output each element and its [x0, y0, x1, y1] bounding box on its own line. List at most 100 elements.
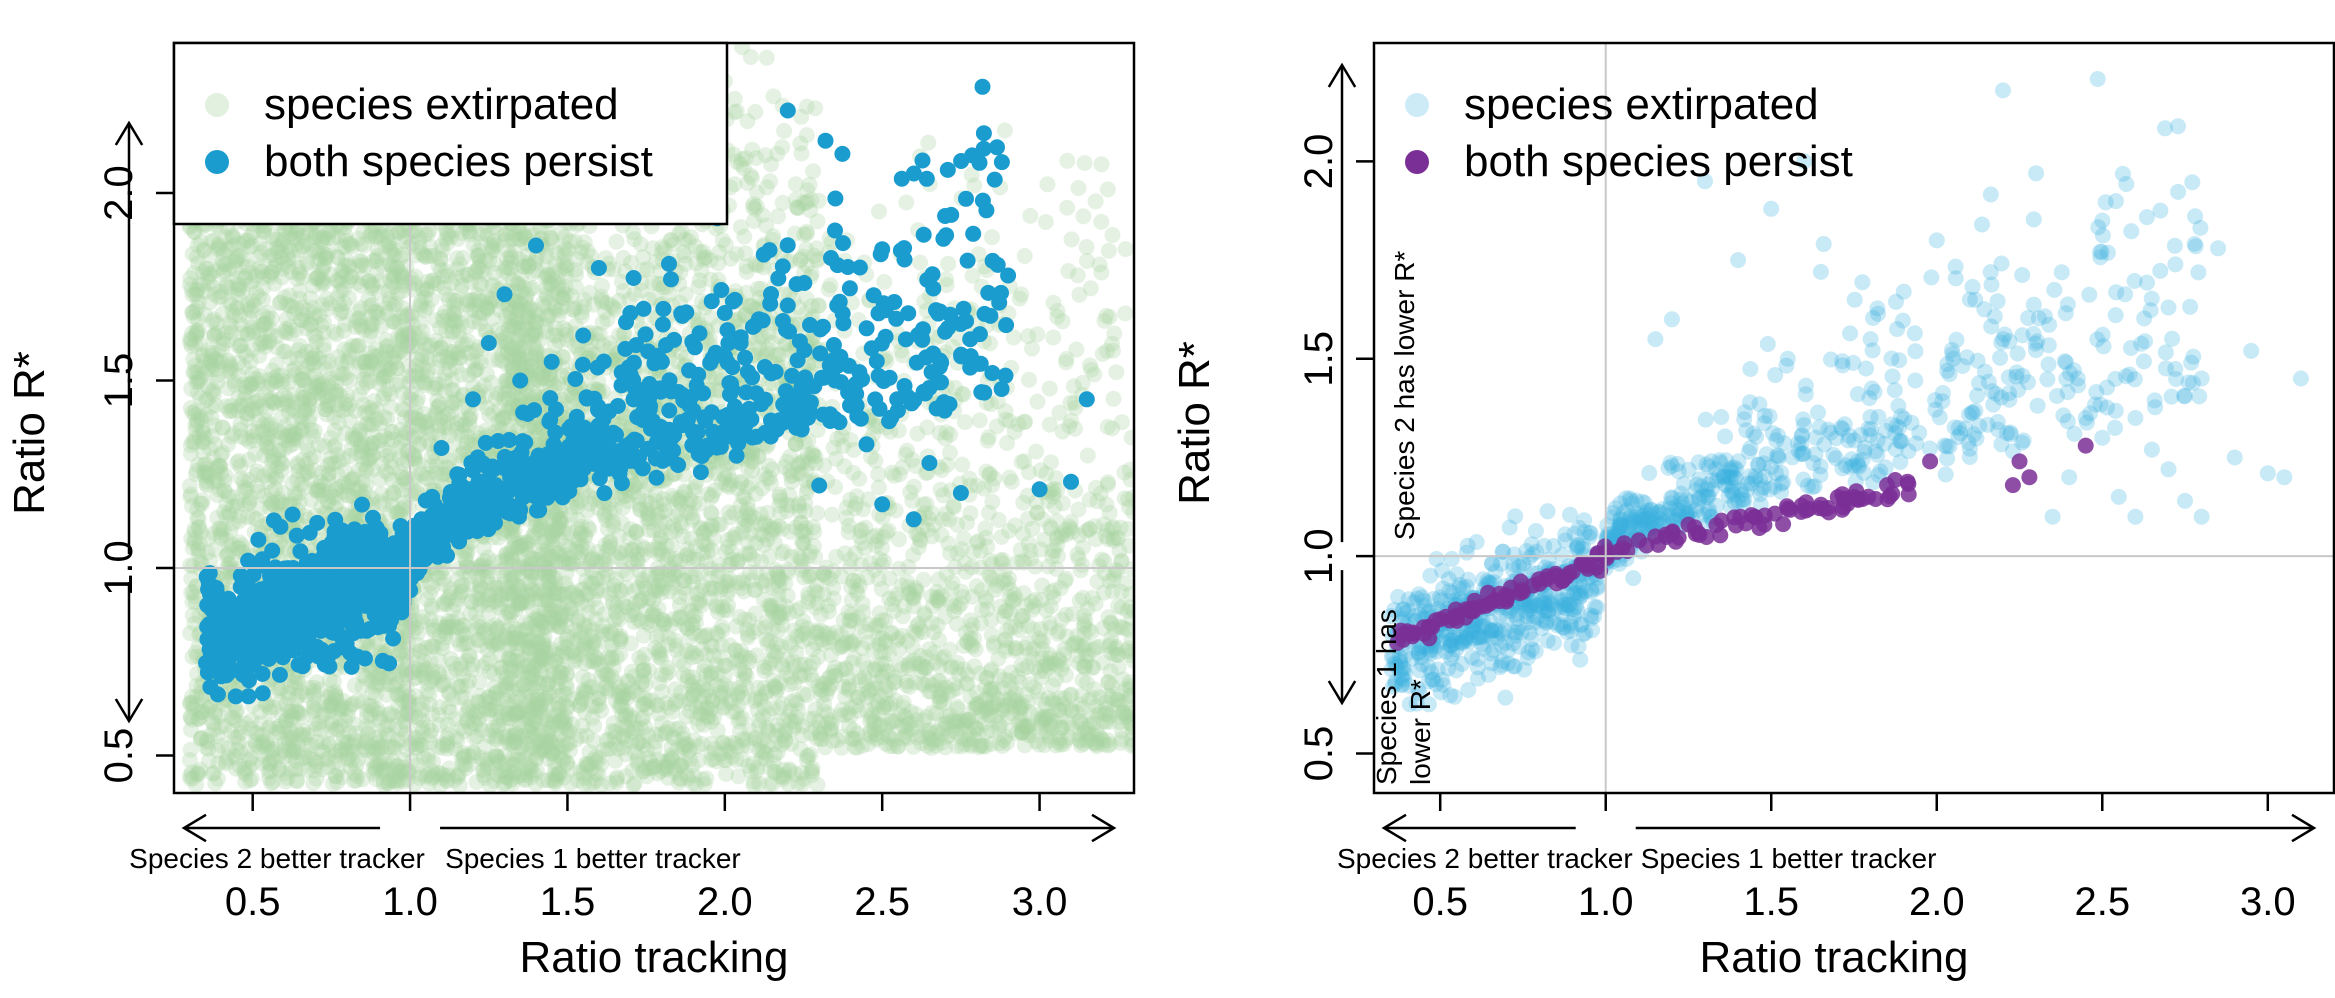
data-point — [528, 262, 545, 279]
data-point — [290, 222, 307, 239]
data-point — [1095, 732, 1112, 749]
data-point — [731, 662, 748, 679]
data-point — [536, 603, 553, 620]
data-point — [382, 761, 399, 778]
data-point — [298, 312, 315, 329]
data-point — [651, 535, 667, 552]
data-point — [506, 349, 522, 366]
data-point — [1110, 659, 1127, 676]
data-point — [582, 553, 599, 569]
data-point — [452, 283, 469, 300]
data-point — [862, 723, 879, 740]
data-point — [996, 571, 1013, 588]
data-point — [617, 488, 634, 504]
data-point — [239, 232, 256, 249]
data-point — [1007, 640, 1024, 657]
data-point — [184, 434, 201, 450]
data-point — [511, 352, 528, 369]
data-point — [1024, 340, 1040, 357]
data-point — [493, 596, 510, 613]
data-point — [696, 663, 712, 680]
data-point — [421, 686, 438, 703]
data-point — [517, 540, 534, 557]
data-point — [540, 739, 557, 756]
data-point — [761, 469, 778, 486]
data-point — [534, 614, 551, 630]
data-point — [486, 234, 502, 251]
data-point — [767, 561, 784, 578]
data-point — [213, 465, 229, 482]
data-point — [472, 702, 489, 719]
data-point — [1083, 707, 1100, 724]
data-point — [734, 524, 751, 541]
data-point — [277, 713, 294, 730]
data-point — [915, 712, 932, 729]
data-point — [182, 625, 199, 642]
data-point — [276, 254, 293, 271]
data-point — [525, 529, 542, 546]
data-point — [551, 712, 568, 729]
data-point — [430, 399, 446, 416]
data-point — [401, 239, 417, 256]
data-point — [585, 633, 602, 650]
data-point — [582, 678, 599, 695]
data-point — [1022, 207, 1039, 224]
data-point — [670, 353, 687, 370]
data-point — [526, 313, 543, 330]
data-point — [322, 429, 339, 446]
data-point — [628, 475, 645, 492]
data-point — [544, 233, 561, 250]
data-point — [438, 771, 455, 788]
data-point — [513, 267, 530, 284]
data-point — [298, 234, 315, 251]
data-point — [187, 357, 204, 374]
data-point — [524, 679, 541, 696]
data-point — [461, 568, 478, 585]
data-point — [367, 762, 384, 779]
data-point — [880, 716, 897, 733]
data-point — [880, 727, 897, 744]
data-point — [247, 370, 264, 387]
data-point — [322, 686, 339, 703]
data-point — [840, 680, 857, 697]
data-point — [369, 348, 386, 365]
data-point — [511, 538, 528, 555]
data-point — [512, 595, 529, 612]
data-point — [781, 635, 798, 652]
data-point — [774, 194, 791, 211]
data-point — [854, 737, 871, 754]
data-point — [703, 489, 720, 506]
data-point — [394, 269, 411, 286]
data-point — [1108, 639, 1125, 655]
data-point — [949, 655, 966, 671]
data-point — [280, 374, 297, 391]
data-point — [997, 642, 1014, 659]
data-point — [417, 248, 434, 265]
data-point — [333, 365, 350, 382]
data-point — [220, 740, 237, 756]
data-point — [1042, 518, 1059, 535]
data-point — [419, 433, 436, 449]
data-point — [672, 495, 689, 512]
data-point — [341, 724, 358, 741]
data-point — [772, 609, 789, 626]
data-point — [697, 249, 714, 265]
data-point — [489, 634, 506, 651]
data-point — [538, 280, 555, 297]
data-point — [816, 625, 833, 642]
data-point — [1081, 491, 1098, 508]
data-point — [615, 687, 631, 704]
data-point — [1002, 664, 1019, 681]
data-point — [524, 668, 541, 685]
data-point — [1045, 294, 1062, 311]
data-point — [1067, 420, 1083, 437]
data-point — [916, 607, 933, 624]
data-point — [519, 764, 536, 781]
data-point — [294, 364, 311, 381]
data-point — [535, 650, 552, 667]
data-point — [188, 688, 205, 705]
data-point — [448, 250, 465, 267]
data-point — [731, 680, 748, 696]
